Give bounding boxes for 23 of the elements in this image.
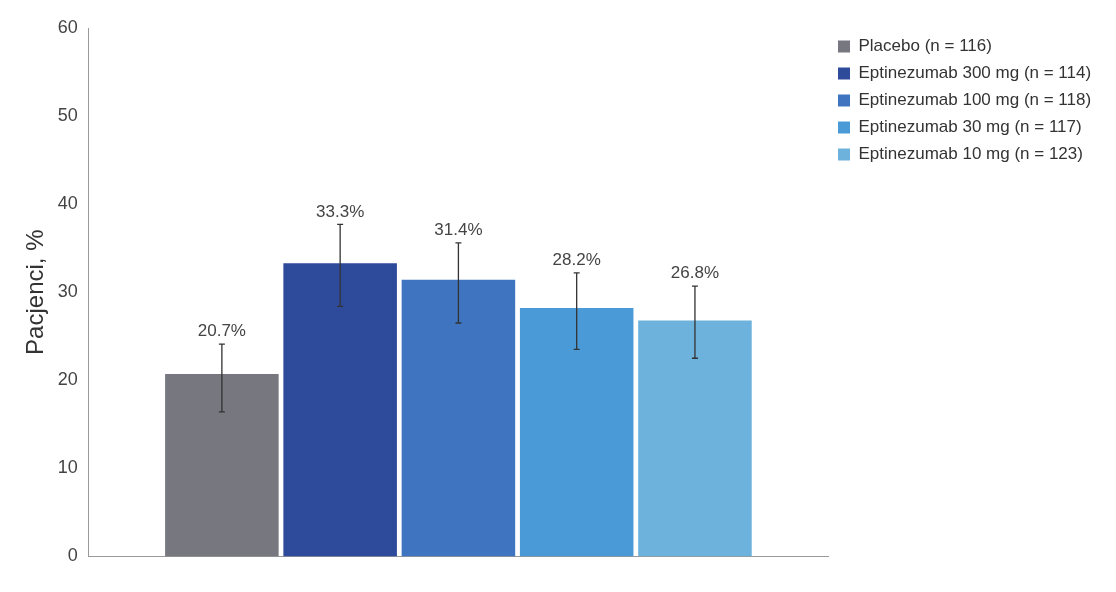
- bar: [401, 279, 516, 557]
- bar: [519, 308, 634, 557]
- data-label: 28.2%: [552, 250, 601, 270]
- data-label: 26.8%: [670, 263, 720, 283]
- legend-label: Placebo (n = 116): [858, 36, 992, 56]
- bar: [283, 263, 397, 557]
- legend-label: Eptinezumab 100 mg (n = 118): [858, 90, 1092, 110]
- legend-label: Eptinezumab 300 mg (n = 114): [858, 63, 1092, 83]
- data-label: 20.7%: [197, 321, 246, 341]
- y-tick-label: 0: [67, 545, 78, 566]
- bar: [165, 374, 279, 557]
- y-tick-label: 50: [57, 105, 78, 126]
- y-tick-label: 30: [57, 281, 78, 302]
- y-tick-label: 20: [57, 369, 78, 390]
- bar: [638, 320, 752, 557]
- data-label: 31.4%: [434, 220, 483, 240]
- legend-label: Eptinezumab 10 mg (n = 123): [858, 144, 1083, 164]
- legend-label: Eptinezumab 30 mg (n = 117): [858, 117, 1082, 137]
- y-axis-title: Pacjenci, %: [21, 229, 49, 355]
- y-tick-label: 60: [57, 16, 78, 37]
- y-tick-label: 40: [57, 193, 78, 214]
- data-label: 33.3%: [316, 201, 365, 221]
- y-tick-label: 10: [57, 457, 78, 478]
